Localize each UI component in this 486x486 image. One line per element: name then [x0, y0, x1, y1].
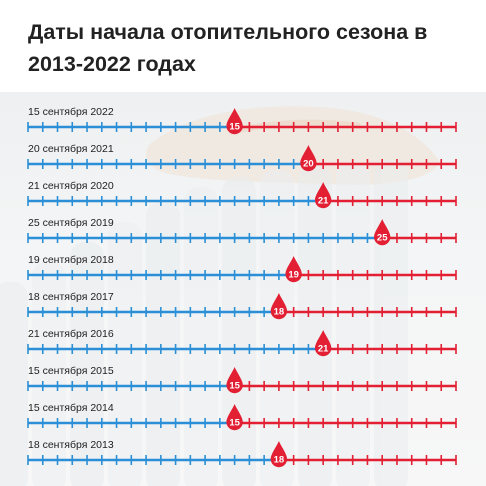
row-date-label: 15 сентября 2022	[28, 106, 114, 118]
row-date-label: 21 сентября 2016	[28, 328, 114, 340]
start-day-marker: 15	[226, 108, 243, 135]
drop-icon	[285, 256, 302, 283]
start-day-marker: 21	[314, 182, 332, 209]
start-day-marker: 19	[285, 256, 302, 283]
timeline-row: 19	[27, 256, 457, 283]
start-day-value: 25	[377, 233, 388, 244]
start-day-value: 18	[274, 307, 285, 318]
row-date-label: 15 сентября 2014	[28, 402, 114, 414]
start-day-value: 21	[318, 344, 329, 355]
timeline-row: 25	[27, 219, 457, 246]
start-day-value: 15	[229, 122, 240, 133]
drop-icon	[270, 441, 288, 468]
drop-icon	[314, 182, 332, 209]
start-day-marker: 25	[374, 219, 391, 246]
timeline-row: 20	[27, 145, 457, 172]
row-date-label: 18 сентября 2013	[28, 439, 114, 451]
start-day-value: 18	[274, 455, 285, 466]
timeline-row: 21	[27, 330, 457, 357]
start-day-marker: 15	[226, 404, 243, 431]
drop-icon	[226, 404, 243, 431]
start-day-value: 21	[318, 196, 329, 207]
drop-icon	[314, 330, 332, 357]
row-date-label: 21 сентября 2020	[28, 180, 114, 192]
start-day-value: 15	[229, 418, 240, 429]
start-day-marker: 18	[270, 293, 288, 320]
timeline-row: 21	[27, 182, 457, 209]
drop-icon	[226, 367, 243, 394]
timeline-row: 18	[27, 441, 457, 468]
start-day-value: 15	[229, 381, 240, 392]
row-date-label: 19 сентября 2018	[28, 254, 114, 266]
start-day-marker: 18	[270, 441, 288, 468]
row-date-label: 20 сентября 2021	[28, 143, 114, 155]
start-day-marker: 21	[314, 330, 332, 357]
row-date-label: 25 сентября 2019	[28, 217, 114, 229]
drop-icon	[270, 293, 288, 320]
row-date-label: 18 сентября 2017	[28, 291, 114, 303]
start-day-value: 19	[288, 270, 299, 281]
page-title: Даты начала отопительного сезона в 2013-…	[28, 20, 428, 76]
start-day-value: 20	[303, 159, 314, 170]
start-day-marker: 20	[300, 145, 317, 172]
start-day-marker: 15	[226, 367, 243, 394]
drop-icon	[374, 219, 391, 246]
timeline-row: 15	[27, 367, 457, 394]
timeline-row: 15	[27, 108, 457, 135]
row-date-label: 15 сентября 2015	[28, 365, 114, 377]
header: Даты начала отопительного сезона в 2013-…	[0, 0, 486, 92]
timeline-row: 18	[27, 293, 457, 320]
timeline-row: 15	[27, 404, 457, 431]
drop-icon	[226, 108, 243, 135]
drop-icon	[300, 145, 317, 172]
